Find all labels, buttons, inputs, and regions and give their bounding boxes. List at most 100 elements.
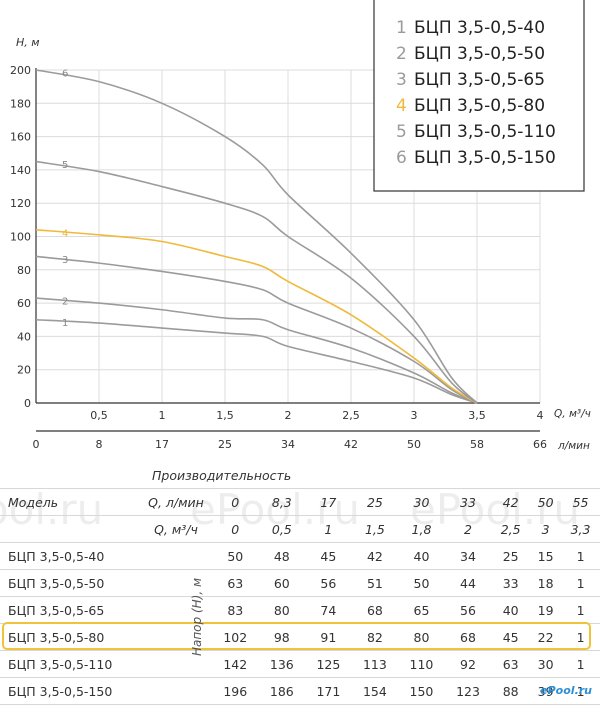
table-q-m3h-value: 0,5 bbox=[258, 515, 306, 543]
table-value: 125 bbox=[305, 650, 352, 678]
x2-tick-label: 8 bbox=[96, 438, 103, 451]
epool-logo: ePool.ru bbox=[540, 684, 592, 697]
table-value: 80 bbox=[398, 623, 445, 651]
legend-entry: БЦП 3,5-0,5-50 bbox=[414, 44, 545, 64]
table-value: 80 bbox=[258, 596, 306, 624]
table-value: 92 bbox=[444, 650, 492, 678]
table-value: 136 bbox=[258, 650, 306, 678]
table-value: 51 bbox=[351, 569, 399, 597]
table-value: 142 bbox=[212, 650, 259, 678]
x2-tick-label: 66 bbox=[533, 438, 547, 451]
table-value: 186 bbox=[258, 677, 306, 705]
legend-number: 1 bbox=[396, 18, 407, 38]
table-row: БЦП 3,5-0,5-150 196 186 171 154 150 123 88 39 1 bbox=[0, 677, 600, 705]
table-value: 25 bbox=[491, 542, 531, 570]
x2-tick-label: 17 bbox=[155, 438, 169, 451]
table-q-lmin-value: 50 bbox=[530, 488, 562, 516]
legend-number: 3 bbox=[396, 70, 407, 90]
table-cell bbox=[140, 650, 212, 678]
legend-entry: БЦП 3,5-0,5-40 bbox=[414, 18, 545, 38]
legend-entry: БЦП 3,5-0,5-150 bbox=[414, 148, 556, 168]
table-q-m3h-value: 1 bbox=[305, 515, 352, 543]
x-tick-label: 0,5 bbox=[90, 409, 108, 422]
table-q-lmin-value: 8,3 bbox=[258, 488, 306, 516]
x2-tick-label: 58 bbox=[470, 438, 484, 451]
series-line-2 bbox=[35, 297, 478, 404]
table-model-name: БЦП 3,5-0,5-110 bbox=[0, 650, 140, 678]
table-value: 19 bbox=[530, 596, 562, 624]
table-q-m3h-label: Q, м³/ч bbox=[140, 515, 212, 543]
table-value: 196 bbox=[212, 677, 259, 705]
x2-tick-label: 42 bbox=[344, 438, 358, 451]
table-model-name: БЦП 3,5-0,5-50 bbox=[0, 569, 140, 597]
table-model-name: БЦП 3,5-0,5-150 bbox=[0, 677, 140, 705]
table-q-m3h-value: 0 bbox=[212, 515, 259, 543]
table-cell bbox=[140, 542, 212, 570]
table-value: 1 bbox=[561, 569, 600, 597]
table-value: 45 bbox=[491, 623, 531, 651]
table-value: 40 bbox=[398, 542, 445, 570]
table-cell bbox=[140, 569, 212, 597]
performance-table: Производительность Модель Q, л/мин 0 8,3 17 25… bbox=[0, 462, 600, 705]
legend-entry: БЦП 3,5-0,5-65 bbox=[414, 70, 545, 90]
x-tick-label: 2,5 bbox=[342, 409, 360, 422]
x-tick-label: 3,5 bbox=[468, 409, 486, 422]
legend-entry: БЦП 3,5-0,5-110 bbox=[414, 122, 556, 142]
table-q-lmin-value: 17 bbox=[305, 488, 352, 516]
series-line-4 bbox=[35, 229, 478, 404]
table-q-m3h-value: 3 bbox=[530, 515, 562, 543]
y-tick-label: 20 bbox=[17, 364, 31, 377]
table-value: 30 bbox=[530, 650, 562, 678]
legend-number: 2 bbox=[396, 44, 407, 64]
table-value: 18 bbox=[530, 569, 562, 597]
table-row: БЦП 3,5-0,5-110 142 136 125 113 110 92 63 30 1 bbox=[0, 650, 600, 678]
series-number-label: 4 bbox=[62, 228, 68, 239]
table-value: 56 bbox=[444, 596, 492, 624]
table-cell bbox=[140, 677, 212, 705]
x2-tick-label: 0 bbox=[33, 438, 40, 451]
table-row: БЦП 3,5-0,5-65 83 80 74 68 65 56 40 19 1 bbox=[0, 596, 600, 624]
table-value: 68 bbox=[351, 596, 399, 624]
table-value: 68 bbox=[444, 623, 492, 651]
table-header-row: Q, м³/ч 0 0,5 1 1,5 1,8 2 2,5 3 3,3 bbox=[0, 515, 600, 543]
series-number-label: 1 bbox=[62, 318, 68, 329]
y-tick-label: 40 bbox=[17, 330, 31, 343]
chart-curves bbox=[35, 69, 478, 404]
y-tick-label: 120 bbox=[10, 197, 31, 210]
series-number-label: 5 bbox=[62, 160, 68, 171]
table-row: БЦП 3,5-0,5-80 102 98 91 82 80 68 45 22 1 bbox=[0, 623, 600, 651]
table-value: 65 bbox=[398, 596, 445, 624]
table-q-lmin-value: 33 bbox=[444, 488, 492, 516]
table-model-header: Модель bbox=[0, 488, 140, 516]
table-value: 98 bbox=[258, 623, 306, 651]
y-axis-title: H, м bbox=[16, 36, 40, 49]
table-value: 45 bbox=[305, 542, 352, 570]
table-value: 50 bbox=[212, 542, 259, 570]
series-number-label: 2 bbox=[62, 297, 68, 308]
table-value: 1 bbox=[561, 596, 600, 624]
series-number-label: 6 bbox=[62, 68, 68, 79]
x2-axis-title: л/мин bbox=[557, 440, 590, 452]
table-cell bbox=[0, 462, 140, 489]
table-value: 83 bbox=[212, 596, 259, 624]
x-tick-label: 3 bbox=[411, 409, 418, 422]
table-value: 154 bbox=[351, 677, 399, 705]
table-value: 1 bbox=[561, 542, 600, 570]
table-row: БЦП 3,5-0,5-50 63 60 56 51 50 44 33 18 1 bbox=[0, 569, 600, 597]
table-cell bbox=[140, 596, 212, 624]
table-value: 15 bbox=[530, 542, 562, 570]
table-cell bbox=[140, 623, 212, 651]
legend-number: 6 bbox=[396, 148, 407, 168]
table-value: 44 bbox=[444, 569, 492, 597]
table-q-m3h-value: 1,5 bbox=[351, 515, 399, 543]
table-q-lmin-value: 55 bbox=[561, 488, 600, 516]
table-value: 82 bbox=[351, 623, 399, 651]
x-tick-label: 2 bbox=[285, 409, 292, 422]
legend-number: 5 bbox=[396, 122, 407, 142]
table-q-lmin-value: 30 bbox=[398, 488, 445, 516]
y-tick-label: 0 bbox=[24, 397, 31, 410]
table-header-row: Модель Q, л/мин 0 8,3 17 25 30 33 42 50 55 bbox=[0, 488, 600, 516]
series-line-1 bbox=[35, 318, 478, 404]
